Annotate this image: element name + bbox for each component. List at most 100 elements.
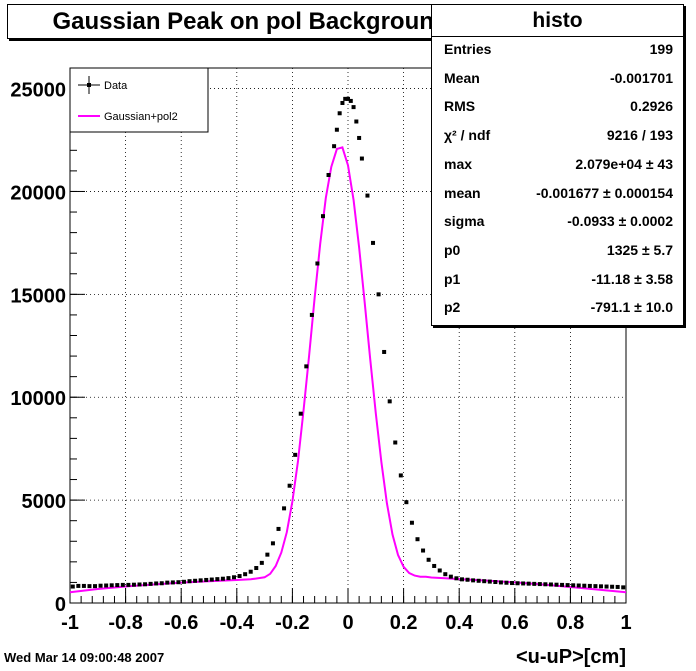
y-tick-label: 10000 bbox=[10, 388, 66, 410]
data-point bbox=[340, 100, 345, 105]
data-point bbox=[521, 581, 526, 586]
data-point bbox=[351, 105, 356, 110]
data-point bbox=[209, 577, 214, 582]
stats-value: 1325 ± 5.7 bbox=[606, 241, 673, 258]
data-point bbox=[282, 506, 287, 511]
data-point bbox=[465, 577, 470, 582]
data-point bbox=[571, 583, 576, 588]
stats-row: RMS 0.2926 bbox=[444, 95, 673, 117]
data-point bbox=[498, 580, 503, 585]
data-point bbox=[115, 583, 120, 588]
data-point bbox=[131, 582, 136, 587]
legend-box bbox=[69, 67, 209, 133]
data-point bbox=[148, 581, 153, 586]
data-point bbox=[109, 583, 114, 588]
data-point bbox=[382, 349, 387, 354]
data-point bbox=[610, 584, 615, 589]
data-point bbox=[359, 156, 364, 161]
data-point bbox=[254, 566, 259, 571]
stats-value: -0.001677 ± 0.000154 bbox=[536, 184, 673, 201]
x-tick-label: -0.4 bbox=[220, 612, 255, 634]
stats-label: Entries bbox=[444, 41, 492, 57]
data-point bbox=[554, 582, 559, 587]
data-point bbox=[582, 583, 587, 588]
data-point bbox=[181, 579, 186, 584]
data-point bbox=[504, 580, 509, 585]
data-point bbox=[332, 144, 337, 149]
stats-value: 199 bbox=[649, 41, 673, 57]
stats-label: χ² / ndf bbox=[444, 127, 491, 144]
data-point bbox=[137, 582, 142, 587]
data-point bbox=[482, 579, 487, 584]
data-point bbox=[204, 577, 209, 582]
data-point bbox=[526, 581, 531, 586]
data-point bbox=[237, 574, 242, 579]
x-tick-label: 0.4 bbox=[445, 612, 474, 634]
data-point bbox=[432, 563, 437, 568]
data-point bbox=[159, 581, 164, 586]
data-point bbox=[510, 581, 515, 586]
data-point bbox=[387, 399, 392, 404]
x-tick-label: 0.2 bbox=[390, 612, 418, 634]
data-point bbox=[193, 578, 198, 583]
data-point bbox=[560, 582, 565, 587]
stats-row: Entries 199 bbox=[444, 38, 673, 60]
data-point bbox=[87, 584, 92, 589]
stats-value: 2.079e+04 ± 43 bbox=[575, 155, 673, 172]
data-point bbox=[143, 582, 148, 587]
chart-title: Gaussian Peak on pol Background bbox=[7, 4, 494, 39]
data-point bbox=[587, 583, 592, 588]
data-point bbox=[226, 576, 231, 581]
y-tick-label: 0 bbox=[55, 594, 66, 616]
x-tick-label: 0.8 bbox=[556, 612, 584, 634]
x-tick-label: -1 bbox=[61, 612, 79, 634]
data-point bbox=[215, 577, 220, 582]
data-point bbox=[120, 582, 125, 587]
data-point bbox=[326, 173, 331, 177]
x-axis-title: <u-uP>[cm] bbox=[516, 646, 626, 668]
x-tick-label: 1 bbox=[620, 612, 631, 634]
data-point bbox=[154, 581, 159, 586]
data-point bbox=[543, 582, 548, 587]
data-point bbox=[334, 127, 339, 132]
data-point bbox=[515, 581, 520, 586]
data-point bbox=[415, 537, 420, 542]
data-point bbox=[537, 582, 542, 587]
data-point bbox=[565, 583, 570, 588]
stats-row: p1 -11.18 ± 3.58 bbox=[444, 268, 673, 290]
stats-value: -0.0933 ± 0.0002 bbox=[567, 213, 673, 230]
data-point bbox=[393, 440, 398, 445]
data-point bbox=[265, 552, 270, 557]
data-point bbox=[248, 569, 253, 574]
data-point bbox=[532, 581, 537, 586]
data-point bbox=[354, 119, 359, 124]
x-tick-label: 0 bbox=[342, 612, 353, 634]
data-point bbox=[104, 583, 109, 588]
data-point bbox=[320, 214, 325, 219]
data-point bbox=[287, 483, 292, 488]
data-point bbox=[448, 574, 453, 579]
stats-box: histo Entries 199 Mean -0.001701 RMS 0.2926 χ²… bbox=[431, 4, 684, 326]
data-point bbox=[371, 240, 376, 245]
data-point bbox=[293, 452, 298, 457]
data-point bbox=[426, 557, 431, 562]
data-point bbox=[443, 572, 448, 577]
data-point bbox=[276, 526, 281, 531]
y-tick-label: 20000 bbox=[10, 182, 66, 204]
data-point bbox=[365, 193, 370, 198]
stats-row: p0 1325 ± 5.7 bbox=[444, 239, 673, 261]
stats-label: p1 bbox=[444, 270, 461, 287]
data-point bbox=[259, 560, 264, 565]
x-tick-label: -0.6 bbox=[164, 612, 198, 634]
data-point bbox=[459, 577, 464, 582]
data-point bbox=[170, 580, 175, 585]
data-point bbox=[176, 580, 181, 585]
data-point bbox=[343, 96, 348, 101]
stats-label: mean bbox=[444, 184, 481, 201]
data-point bbox=[437, 568, 442, 573]
stats-label: p2 bbox=[444, 299, 461, 316]
data-point bbox=[220, 576, 225, 581]
data-point bbox=[454, 576, 459, 581]
